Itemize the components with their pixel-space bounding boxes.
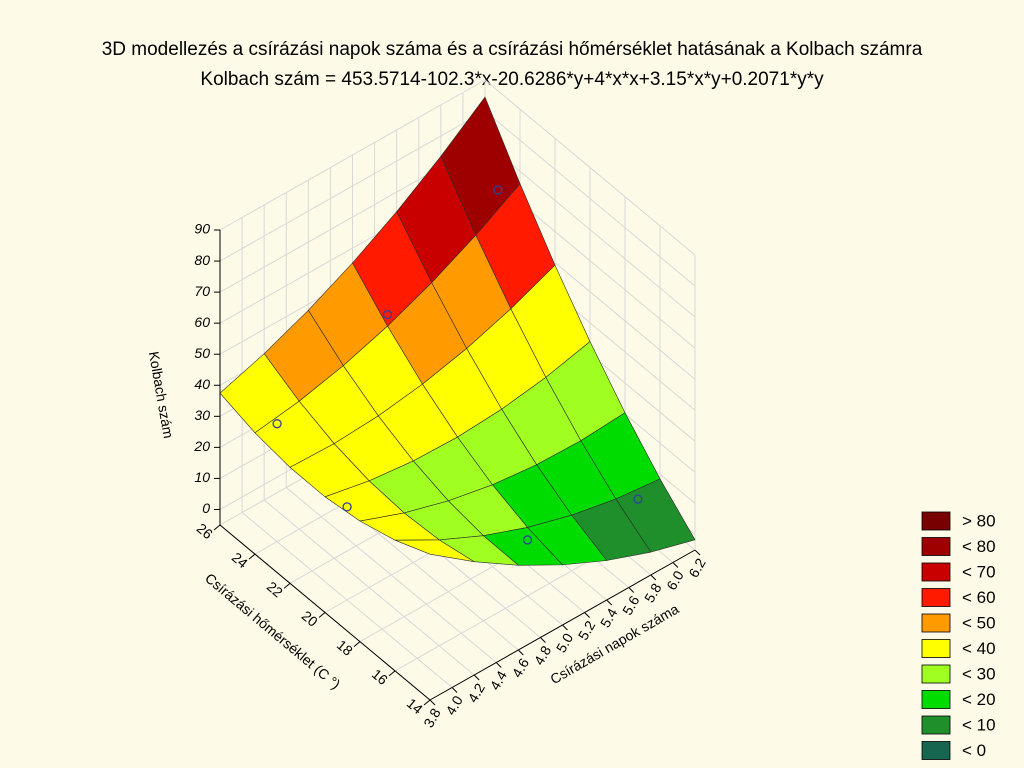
- y-tick-label: 24: [229, 549, 251, 571]
- legend-label: < 30: [962, 664, 996, 683]
- x-tick: [517, 649, 524, 656]
- data-point: [382, 309, 393, 320]
- y-tick: [318, 612, 326, 618]
- x-tick: [451, 687, 458, 693]
- y-tick-label: 22: [264, 578, 286, 600]
- x-tick-label: 4.8: [531, 643, 555, 668]
- x-tick: [606, 599, 613, 606]
- y-tick-label: 16: [369, 666, 391, 688]
- chart-subtitle: Kolbach szám = 453.5714-102.3*x-20.6286*…: [200, 69, 824, 90]
- y-tick: [423, 699, 431, 706]
- axis-line: [219, 524, 431, 701]
- z-tick-label: 70: [194, 283, 210, 299]
- y-tick-label: 18: [334, 637, 356, 659]
- x-tick-label: 4.6: [509, 655, 533, 680]
- x-tick-label: 4.0: [442, 693, 466, 718]
- x-tick: [429, 699, 436, 706]
- chart-title: 3D modellezés a csírázási napok száma és…: [102, 39, 923, 60]
- legend-swatch: [921, 588, 951, 607]
- x-tick: [540, 637, 546, 643]
- legend-swatch: [921, 715, 951, 735]
- legend-swatch: [921, 639, 951, 658]
- x-tick: [495, 662, 502, 668]
- legend-label: > 80: [962, 511, 996, 530]
- grid-line: [484, 110, 696, 287]
- legend-label: < 50: [962, 613, 996, 632]
- legend-label: < 0: [962, 741, 986, 760]
- x-tick: [562, 624, 568, 631]
- legend-swatch: [921, 613, 951, 633]
- x-tick-label: 5.0: [553, 630, 577, 655]
- data-point: [633, 494, 643, 504]
- grid-line: [219, 110, 486, 262]
- z-tick-label: 50: [194, 345, 210, 361]
- surface-cell: [394, 539, 475, 563]
- z-tick-label: 0: [202, 500, 210, 516]
- x-tick: [650, 574, 657, 581]
- y-tick: [388, 670, 396, 677]
- x-tick: [694, 549, 701, 556]
- y-tick: [248, 553, 256, 560]
- x-tick: [672, 562, 679, 568]
- z-tick-label: 30: [194, 407, 210, 423]
- z-tick-label: 20: [193, 438, 210, 454]
- x-tick-label: 5.4: [597, 605, 621, 630]
- legend-label: < 80: [962, 537, 996, 556]
- z-tick-label: 40: [194, 376, 210, 392]
- x-tick: [584, 612, 590, 618]
- legend-swatch: [921, 741, 951, 760]
- legend-swatch: [921, 664, 951, 684]
- grid-line: [484, 79, 696, 256]
- y-tick-label: 26: [194, 520, 216, 542]
- legend-label: < 70: [962, 562, 996, 581]
- z-tick-label: 90: [194, 221, 210, 237]
- y-tick: [353, 641, 361, 648]
- legend-label: < 10: [962, 715, 996, 734]
- z-tick-label: 10: [194, 469, 210, 485]
- legend-swatch: [921, 562, 951, 582]
- x-tick-label: 5.8: [641, 580, 665, 605]
- axis-line: [429, 549, 696, 701]
- y-tick-label: 14: [404, 695, 426, 717]
- x-tick-label: 5.6: [619, 593, 643, 618]
- data-point: [493, 185, 503, 195]
- y-tick-label: 20: [299, 607, 321, 629]
- legend-swatch: [921, 690, 951, 709]
- legend-swatch: [921, 511, 951, 531]
- legend-label: < 20: [962, 690, 996, 709]
- z-tick-label: 80: [194, 252, 210, 268]
- x-tick: [473, 674, 480, 681]
- x-tick-label: 3.8: [420, 705, 444, 730]
- data-point: [522, 535, 533, 545]
- x-tick-label: 5.2: [575, 618, 599, 643]
- x-tick-label: 4.2: [464, 680, 488, 705]
- legend-label: < 40: [962, 639, 996, 658]
- grid-line: [219, 79, 486, 231]
- z-axis-label: Kolbach szám: [146, 350, 177, 439]
- grid-line: [484, 141, 696, 318]
- z-tick-label: 60: [194, 314, 210, 330]
- y-tick: [213, 524, 221, 531]
- legend-label: < 60: [962, 588, 996, 607]
- x-tick-label: 6.2: [685, 555, 709, 580]
- x-tick: [628, 587, 635, 593]
- x-tick-label: 4.4: [486, 668, 510, 693]
- y-tick: [283, 582, 291, 589]
- data-point: [342, 502, 352, 512]
- x-tick-label: 6.0: [663, 568, 687, 593]
- data-point: [272, 419, 282, 429]
- legend-swatch: [921, 537, 951, 556]
